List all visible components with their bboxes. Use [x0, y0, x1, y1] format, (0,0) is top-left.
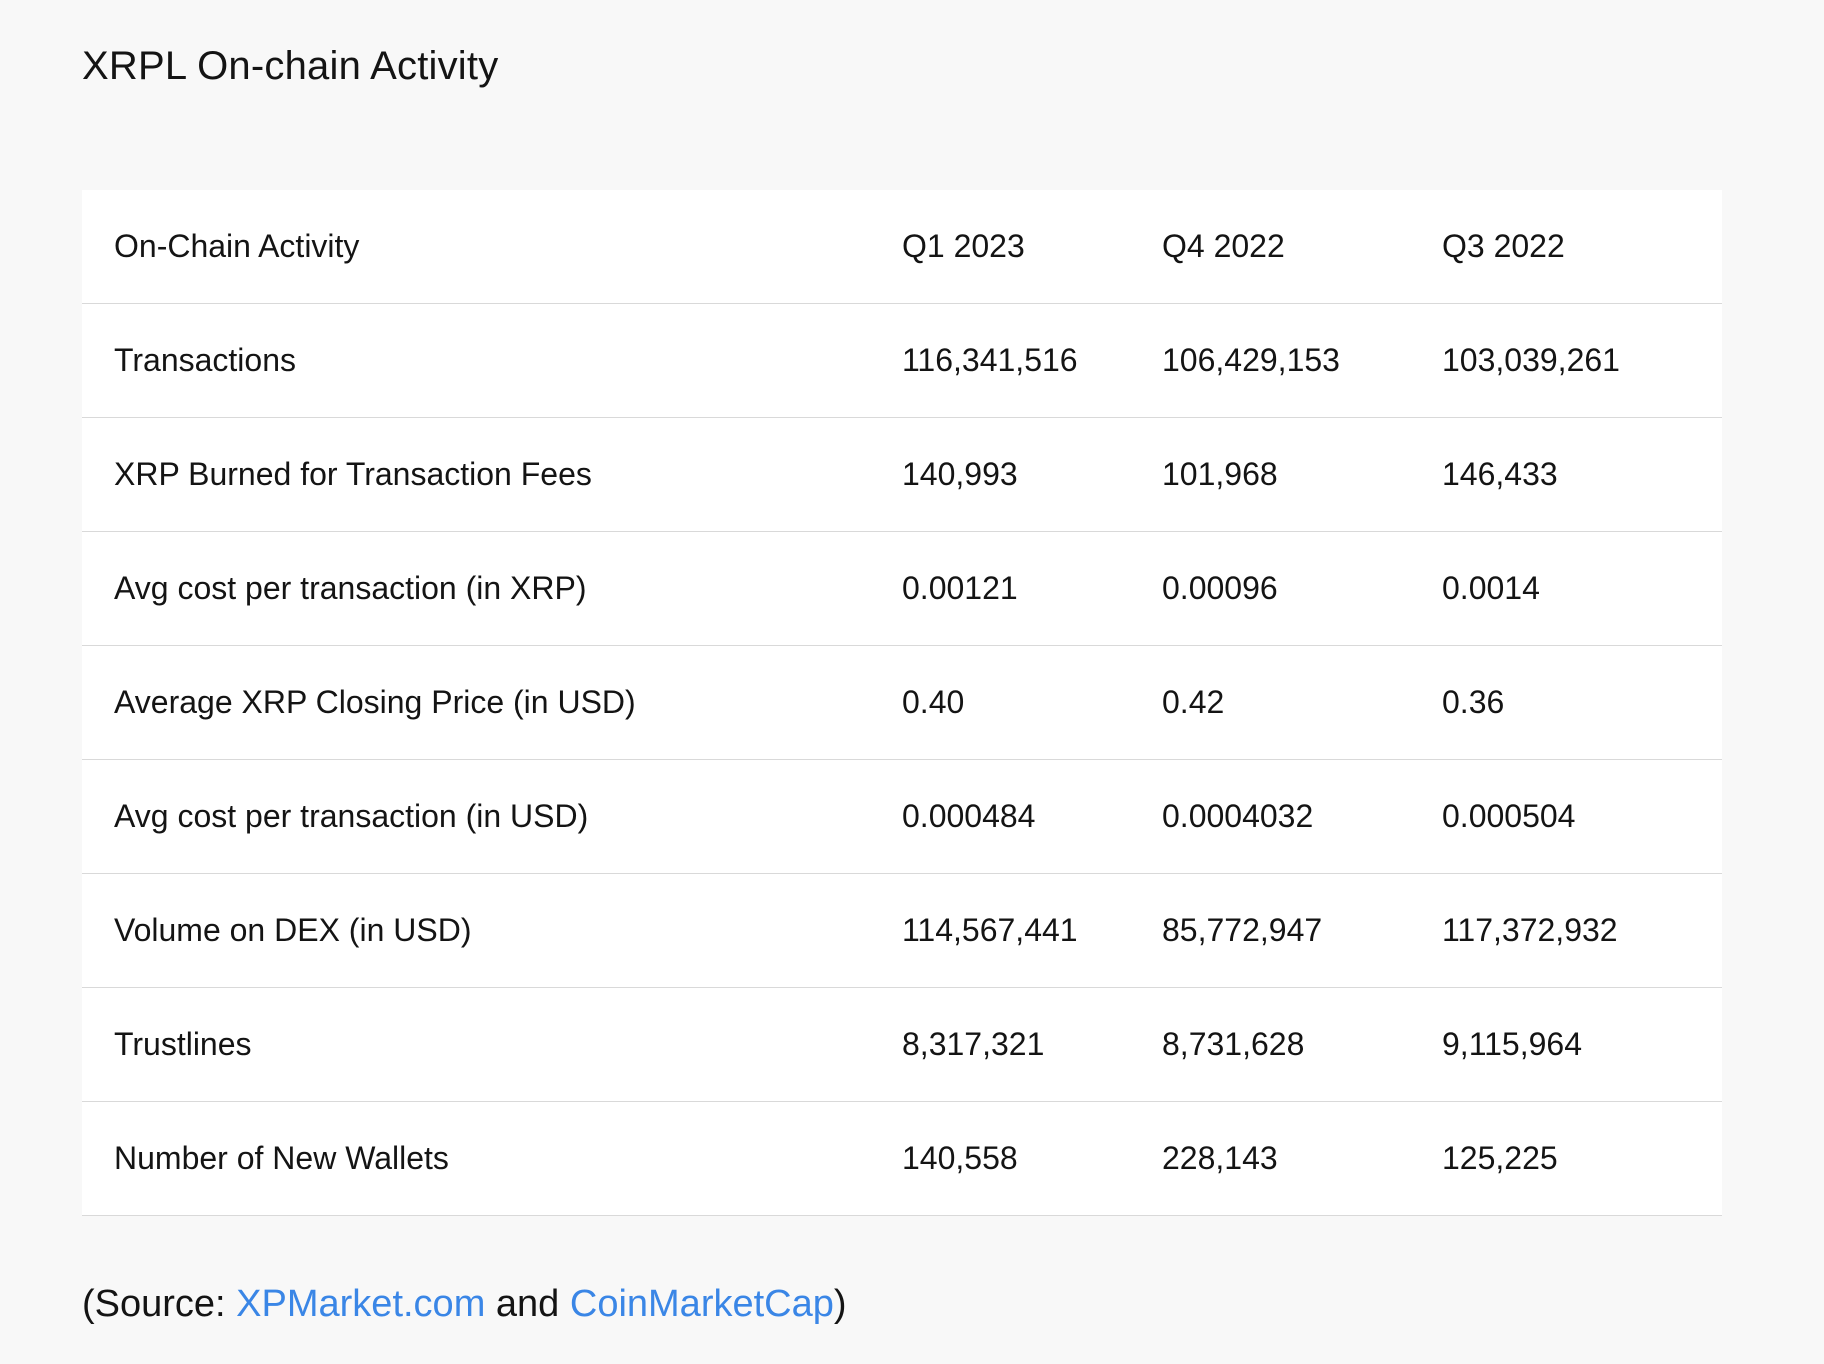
table-body: Transactions 116,341,516 106,429,153 103… [82, 303, 1722, 1216]
cell-value: 101,968 [1162, 417, 1442, 532]
row-label: Volume on DEX (in USD) [82, 873, 902, 988]
cell-value: 140,558 [902, 1101, 1162, 1216]
cell-value: 228,143 [1162, 1101, 1442, 1216]
source-prefix: (Source: [82, 1283, 237, 1325]
table-row: Avg cost per transaction (in XRP) 0.0012… [82, 531, 1722, 646]
header-cell-metric: On-Chain Activity [82, 190, 902, 304]
table-row: Number of New Wallets 140,558 228,143 12… [82, 1101, 1722, 1216]
cell-value: 0.000484 [902, 759, 1162, 874]
page-title: XRPL On-chain Activity [82, 44, 499, 88]
cell-value: 0.000504 [1442, 759, 1722, 874]
cell-value: 116,341,516 [902, 303, 1162, 418]
table-row: Transactions 116,341,516 106,429,153 103… [82, 303, 1722, 418]
cell-value: 106,429,153 [1162, 303, 1442, 418]
header-row: On-Chain Activity Q1 2023 Q4 2022 Q3 202… [82, 190, 1722, 304]
row-label: Average XRP Closing Price (in USD) [82, 645, 902, 760]
cell-value: 8,317,321 [902, 987, 1162, 1102]
header-cell-q1-2023: Q1 2023 [902, 190, 1162, 304]
row-label: Transactions [82, 303, 902, 418]
cell-value: 9,115,964 [1442, 987, 1722, 1102]
table-row: Trustlines 8,317,321 8,731,628 9,115,964 [82, 987, 1722, 1102]
cell-value: 140,993 [902, 417, 1162, 532]
row-label: Avg cost per transaction (in USD) [82, 759, 902, 874]
table-row: Average XRP Closing Price (in USD) 0.40 … [82, 645, 1722, 760]
cell-value: 103,039,261 [1442, 303, 1722, 418]
cell-value: 146,433 [1442, 417, 1722, 532]
row-label: Number of New Wallets [82, 1101, 902, 1216]
cell-value: 0.00121 [902, 531, 1162, 646]
cell-value: 0.00096 [1162, 531, 1442, 646]
cell-value: 114,567,441 [902, 873, 1162, 988]
cell-value: 117,372,932 [1442, 873, 1722, 988]
table-header: On-Chain Activity Q1 2023 Q4 2022 Q3 202… [82, 190, 1722, 304]
header-cell-q4-2022: Q4 2022 [1162, 190, 1442, 304]
cell-value: 125,225 [1442, 1101, 1722, 1216]
table-row: XRP Burned for Transaction Fees 140,993 … [82, 417, 1722, 532]
source-note: (Source: XPMarket.com and CoinMarketCap) [82, 1274, 847, 1334]
header-cell-q3-2022: Q3 2022 [1442, 190, 1722, 304]
cell-value: 0.42 [1162, 645, 1442, 760]
cell-value: 85,772,947 [1162, 873, 1442, 988]
cell-value: 0.0004032 [1162, 759, 1442, 874]
source-conjunction: and [485, 1283, 570, 1325]
xpmarket-link[interactable]: XPMarket.com [236, 1283, 486, 1325]
table-row: Avg cost per transaction (in USD) 0.0004… [82, 759, 1722, 874]
on-chain-activity-table: On-Chain Activity Q1 2023 Q4 2022 Q3 202… [82, 190, 1722, 1216]
coinmarketcap-link[interactable]: CoinMarketCap [569, 1283, 834, 1325]
row-label: Trustlines [82, 987, 902, 1102]
source-suffix: ) [833, 1283, 847, 1325]
row-label: XRP Burned for Transaction Fees [82, 417, 902, 532]
cell-value: 0.40 [902, 645, 1162, 760]
row-label: Avg cost per transaction (in XRP) [82, 531, 902, 646]
table-row: Volume on DEX (in USD) 114,567,441 85,77… [82, 873, 1722, 988]
cell-value: 0.0014 [1442, 531, 1722, 646]
cell-value: 0.36 [1442, 645, 1722, 760]
cell-value: 8,731,628 [1162, 987, 1442, 1102]
